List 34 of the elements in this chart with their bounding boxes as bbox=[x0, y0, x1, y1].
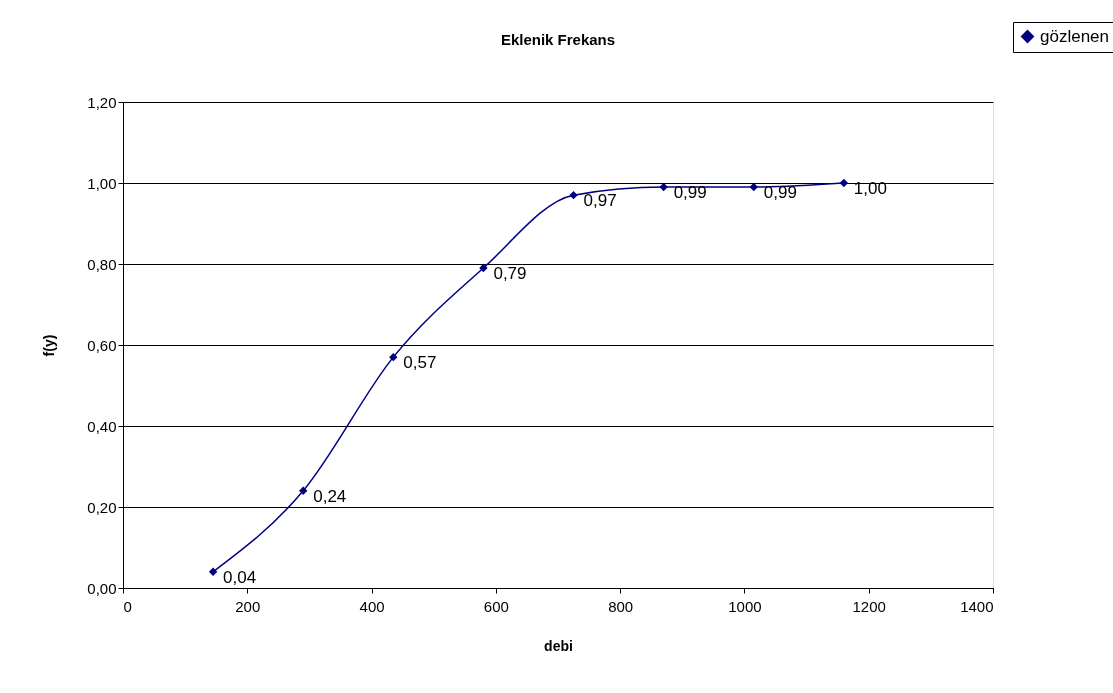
data-label: 0,79 bbox=[493, 264, 527, 284]
y-tick-label: 0,00 bbox=[87, 579, 117, 597]
y-tick-label: 0,20 bbox=[87, 498, 117, 516]
x-tick-label: 1200 bbox=[852, 597, 886, 615]
data-label: 0,99 bbox=[763, 183, 797, 203]
point bbox=[299, 486, 308, 495]
x-tick-label: 200 bbox=[235, 597, 261, 615]
data-label: 0,04 bbox=[223, 567, 257, 587]
y-tick-label: 1,00 bbox=[87, 174, 117, 192]
data-label: 0,99 bbox=[673, 183, 707, 203]
y-tick-label: 0,60 bbox=[87, 336, 117, 354]
x-tick-label: 0 bbox=[123, 597, 132, 615]
x-tick-label: 1000 bbox=[728, 597, 762, 615]
y-tick-label: 1,20 bbox=[87, 93, 117, 111]
x-tick-label: 600 bbox=[483, 597, 509, 615]
y-tick-label: 0,80 bbox=[87, 255, 117, 273]
point bbox=[659, 182, 668, 192]
data-label: 0,97 bbox=[583, 191, 617, 211]
y-axis-title: f(y) bbox=[41, 334, 58, 357]
point bbox=[479, 263, 488, 273]
point bbox=[749, 182, 758, 192]
x-tick-label: 1400 bbox=[960, 597, 994, 615]
point bbox=[389, 352, 398, 362]
x-tick-label: 800 bbox=[608, 597, 634, 615]
x-axis-title: debi bbox=[544, 637, 573, 654]
y-tick-label: 0,40 bbox=[87, 417, 117, 435]
point bbox=[208, 567, 218, 576]
point bbox=[839, 178, 849, 188]
data-label: 0,57 bbox=[403, 353, 437, 373]
data-label: 0,24 bbox=[313, 486, 347, 506]
chart-title: Eklenik Frekans bbox=[500, 31, 616, 48]
legend-label: gözlenen bbox=[1040, 26, 1110, 46]
point bbox=[569, 190, 578, 200]
x-tick-label: 400 bbox=[359, 597, 385, 615]
